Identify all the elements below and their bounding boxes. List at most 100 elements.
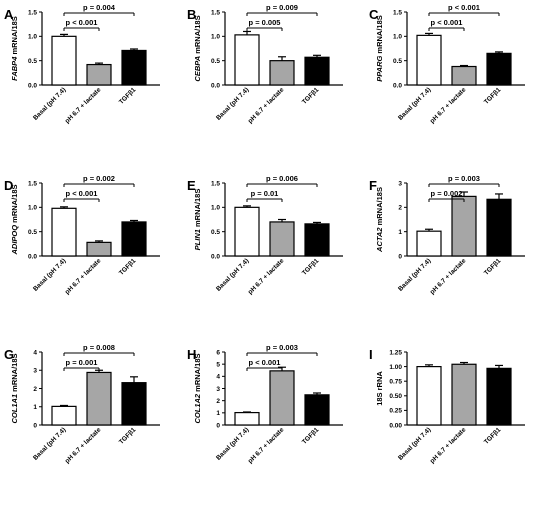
y-tick-label: 3 — [33, 368, 37, 375]
y-axis-label: CEBPA mRNA/18S — [193, 15, 202, 81]
y-axis-label-rest: mRNA/18S — [193, 15, 202, 55]
bar — [486, 52, 512, 86]
y-tick-label: 0.25 — [389, 408, 402, 415]
bar — [121, 49, 147, 86]
y-tick-label: 0.0 — [393, 82, 402, 89]
bar — [486, 367, 512, 426]
category-label: pH 6.7 + lactate — [247, 426, 286, 465]
category-label: TGFβ1 — [118, 257, 138, 277]
panel-b: B 0.0 0.5 1.0 1.5 CEBPA mRNA/18S Basal (pH 7.4… — [187, 3, 343, 125]
panel-a: A 0.0 0.5 1.0 1.5 FABP4 mRNA/18S Basal (pH 7.4… — [4, 3, 160, 125]
y-tick-label: 4 — [33, 349, 37, 356]
y-tick-label: 0.75 — [389, 379, 402, 386]
category-label: Basal (pH 7.4) — [397, 86, 432, 121]
p-value-label: p = 0.004 — [83, 3, 116, 12]
p-value-label: p = 0.009 — [266, 3, 298, 12]
y-tick-label: 1.0 — [211, 205, 220, 212]
y-axis-label: ADIPOQ mRNA/18S — [10, 184, 19, 255]
p-value-label: p = 0.003 — [448, 174, 480, 183]
bar — [416, 230, 442, 257]
y-tick-label: 1.5 — [393, 9, 402, 16]
y-tick-label: 2 — [33, 386, 37, 393]
gene-name: PLIN1 — [193, 229, 202, 250]
gene-name: ADIPOQ — [10, 225, 19, 256]
y-tick-label: 0.5 — [211, 58, 220, 65]
gene-name: PPARG — [375, 56, 384, 82]
panel-g: G 0 1 2 3 4 COL1A1 mRNA/18S Basal (pH 7.4)pH 6.… — [4, 343, 160, 465]
category-label: Basal (pH 7.4) — [32, 86, 67, 121]
y-tick-label: 1.00 — [389, 364, 402, 371]
gene-name: CEBPA — [193, 56, 202, 82]
p-value-label: p = 0.008 — [83, 343, 115, 352]
category-label: Basal (pH 7.4) — [215, 426, 250, 461]
bar — [86, 63, 112, 86]
y-tick-label: 0 — [216, 422, 220, 429]
y-axis-label-rest: mRNA/18S — [193, 189, 202, 229]
y-tick-label: 0.5 — [28, 58, 37, 65]
p-value-label: p = 0.005 — [249, 18, 281, 27]
category-label: TGFβ1 — [483, 86, 503, 106]
y-axis-label-rest: mRNA/18S — [10, 184, 19, 224]
category-label: pH 6.7 + lactate — [429, 86, 468, 125]
y-tick-label: 0.0 — [211, 253, 220, 260]
bar — [121, 382, 147, 426]
category-label: TGFβ1 — [301, 86, 321, 106]
bar — [451, 65, 477, 86]
bar — [486, 198, 512, 257]
category-label: pH 6.7 + lactate — [64, 86, 103, 125]
y-axis-label: PLIN1 mRNA/18S — [193, 189, 202, 251]
bar — [416, 366, 442, 426]
category-label: pH 6.7 + lactate — [429, 257, 468, 296]
category-label: TGFβ1 — [301, 257, 321, 277]
y-axis-label-rest: mRNA/18S — [375, 15, 384, 55]
category-label: TGFβ1 — [301, 426, 321, 446]
bar — [416, 34, 442, 86]
p-value-label: p < 0.001 — [448, 3, 480, 12]
y-tick-label: 1.0 — [28, 205, 37, 212]
y-tick-label: 0.0 — [211, 82, 220, 89]
y-tick-label: 1 — [216, 410, 220, 417]
y-tick-label: 2 — [216, 398, 220, 405]
y-axis-label-rest: mRNA/18S — [375, 187, 384, 227]
p-value-label: p < 0.001 — [66, 18, 98, 27]
y-tick-label: 1 — [398, 229, 402, 236]
p-value-label: p < 0.001 — [431, 18, 463, 27]
y-tick-label: 3 — [216, 386, 220, 393]
panel-h: H 0 1 2 3 4 5 6 COL1A2 mRNA/18S Basal (pH 7.4)pH … — [187, 343, 343, 465]
bar — [451, 363, 477, 426]
category-label: Basal (pH 7.4) — [215, 86, 250, 121]
y-tick-label: 1.25 — [389, 349, 402, 356]
category-label: TGFβ1 — [118, 86, 138, 106]
y-axis-label: FABP4 mRNA/18S — [10, 16, 19, 81]
y-axis-label: COL1A2 mRNA/18S — [193, 353, 202, 423]
y-tick-label: 0 — [33, 422, 37, 429]
p-value-label: p < 0.001 — [249, 358, 281, 367]
category-label: pH 6.7 + lactate — [64, 426, 103, 465]
bar — [269, 60, 295, 86]
p-value-label: p < 0.001 — [66, 189, 98, 198]
bar — [304, 394, 330, 426]
panel-i: I 0.00 0.25 0.50 0.75 1.00 1.25 18S rRNA Basal (… — [369, 347, 525, 465]
gene-name: COL1A2 — [193, 393, 202, 423]
panel-e: E 0.0 0.5 1.0 1.5 PLIN1 mRNA/18S Basal (pH 7.4… — [187, 174, 343, 296]
y-tick-label: 0 — [398, 253, 402, 260]
y-tick-label: 1.0 — [28, 34, 37, 41]
panel-letter: I — [369, 347, 373, 362]
y-tick-label: 5 — [216, 361, 220, 368]
panel-letter: B — [187, 7, 196, 22]
y-tick-label: 3 — [398, 180, 402, 187]
y-axis-label: COL1A1 mRNA/18S — [10, 353, 19, 423]
y-tick-label: 2 — [398, 205, 402, 212]
panel-letter: G — [4, 347, 14, 362]
bar — [269, 221, 295, 257]
y-tick-label: 0.0 — [28, 82, 37, 89]
bar — [234, 34, 260, 86]
category-label: pH 6.7 + lactate — [247, 257, 286, 296]
y-tick-label: 1 — [33, 404, 37, 411]
y-axis-label-rest: mRNA/18S — [10, 16, 19, 56]
y-tick-label: 1.0 — [211, 34, 220, 41]
y-tick-label: 6 — [216, 349, 220, 356]
y-tick-label: 0.5 — [393, 58, 402, 65]
category-label: TGFβ1 — [483, 426, 503, 446]
